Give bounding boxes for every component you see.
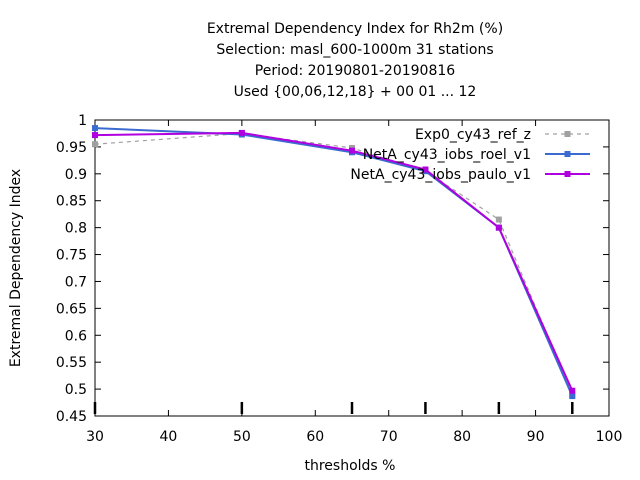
x-tick-label-7: 100 [596, 429, 623, 445]
x-axis-label: thresholds % [305, 458, 396, 474]
x-tick-label-2: 50 [233, 429, 251, 445]
series-2-point-0 [92, 132, 98, 139]
y-tick-label-2: 0.55 [56, 355, 87, 371]
chart-subtitle-selection: Selection: masl_600-1000m 31 stations [216, 42, 493, 58]
series-0-point-0 [92, 141, 98, 148]
y-axis: 0.45 0.5 0.55 0.6 0.65 0.7 0.75 0.8 0.85 0.9 0.95 1 [56, 113, 609, 425]
x-tick-label-4: 70 [380, 429, 398, 445]
legend-label-2: NetA_cy43_iobs_paulo_v1 [350, 167, 531, 183]
legend-label-1: NetA_cy43_iobs_roel_v1 [363, 147, 531, 163]
x-tick-label-0: 30 [86, 429, 104, 445]
series-layer [92, 125, 576, 400]
legend-label-0: Exp0_cy43_ref_z [415, 127, 531, 143]
y-tick-label-3: 0.6 [65, 328, 87, 344]
y-tick-label-5: 0.7 [65, 274, 87, 290]
x-tick-label-1: 40 [160, 429, 178, 445]
legend-marker-0 [564, 131, 571, 137]
y-tick-label-7: 0.8 [65, 221, 87, 237]
series-line-2 [94, 131, 574, 392]
legend: Exp0_cy43_ref_z NetA_cy43_iobs_roel_v1 Net… [350, 127, 590, 183]
legend-marker-2 [564, 171, 571, 177]
chart-title: Extremal Dependency Index for Rh2m (%) [207, 21, 503, 37]
series-2-point-4 [495, 224, 502, 231]
x-tick-label-3: 60 [306, 429, 324, 445]
series-1-point-5 [569, 393, 576, 400]
threshold-marks [93, 402, 574, 414]
y-tick-label-4: 0.65 [56, 301, 87, 317]
y-tick-label-8: 0.85 [56, 194, 87, 210]
series-2-point-5 [569, 387, 576, 394]
y-tick-label-9: 0.9 [65, 167, 87, 183]
series-2-point-2 [349, 147, 355, 154]
series-0-point-4 [495, 216, 502, 223]
y-axis-label: Extremal Dependency Index [8, 169, 24, 367]
chart-subtitle-used: Used {00,06,12,18} + 00 01 ... 12 [234, 84, 477, 100]
series-2-point-1 [238, 129, 245, 136]
series-1-point-0 [92, 125, 98, 132]
x-tick-label-6: 90 [527, 429, 545, 445]
y-tick-label-1: 0.5 [65, 382, 87, 398]
x-tick-label-5: 80 [453, 429, 471, 445]
x-axis: 30 40 50 60 70 80 90 100 [86, 120, 622, 445]
y-tick-label-6: 0.75 [56, 248, 87, 264]
y-tick-label-11: 1 [78, 113, 87, 129]
chart-title-block: Extremal Dependency Index for Rh2m (%) S… [207, 21, 503, 100]
plot-frame [94, 119, 610, 417]
y-tick-label-10: 0.95 [56, 140, 87, 156]
chart-subtitle-period: Period: 20190801-20190816 [255, 63, 455, 79]
legend-marker-1 [564, 151, 571, 157]
y-tick-label-0: 0.45 [56, 409, 87, 425]
series-2-point-3 [422, 166, 429, 173]
